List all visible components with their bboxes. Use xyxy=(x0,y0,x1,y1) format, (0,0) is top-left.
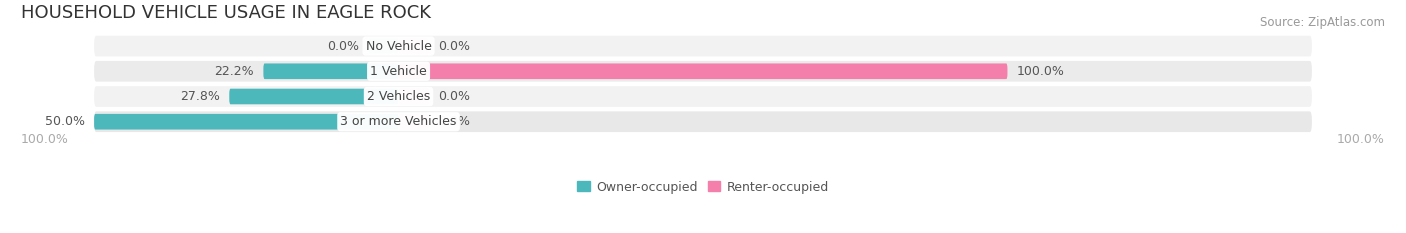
Text: 100.0%: 100.0% xyxy=(1017,65,1064,78)
Text: 50.0%: 50.0% xyxy=(45,115,84,128)
Text: 2 Vehicles: 2 Vehicles xyxy=(367,90,430,103)
FancyBboxPatch shape xyxy=(398,63,1008,79)
Text: 27.8%: 27.8% xyxy=(180,90,221,103)
Text: 100.0%: 100.0% xyxy=(1337,134,1385,146)
FancyBboxPatch shape xyxy=(398,38,429,54)
FancyBboxPatch shape xyxy=(398,114,429,130)
Text: 3 or more Vehicles: 3 or more Vehicles xyxy=(340,115,457,128)
Text: 100.0%: 100.0% xyxy=(21,134,69,146)
FancyBboxPatch shape xyxy=(94,61,1312,82)
FancyBboxPatch shape xyxy=(94,111,1312,132)
Text: 22.2%: 22.2% xyxy=(215,65,254,78)
Text: No Vehicle: No Vehicle xyxy=(366,40,432,52)
Text: 0.0%: 0.0% xyxy=(439,90,470,103)
Text: 0.0%: 0.0% xyxy=(439,40,470,52)
FancyBboxPatch shape xyxy=(368,38,398,54)
Text: Source: ZipAtlas.com: Source: ZipAtlas.com xyxy=(1260,16,1385,29)
Legend: Owner-occupied, Renter-occupied: Owner-occupied, Renter-occupied xyxy=(572,176,834,199)
FancyBboxPatch shape xyxy=(229,89,398,104)
Text: HOUSEHOLD VEHICLE USAGE IN EAGLE ROCK: HOUSEHOLD VEHICLE USAGE IN EAGLE ROCK xyxy=(21,4,432,22)
Text: 0.0%: 0.0% xyxy=(328,40,359,52)
FancyBboxPatch shape xyxy=(94,36,1312,56)
Text: 1 Vehicle: 1 Vehicle xyxy=(370,65,427,78)
Text: 0.0%: 0.0% xyxy=(439,115,470,128)
FancyBboxPatch shape xyxy=(263,63,398,79)
FancyBboxPatch shape xyxy=(94,86,1312,107)
FancyBboxPatch shape xyxy=(398,89,429,104)
FancyBboxPatch shape xyxy=(94,114,398,130)
